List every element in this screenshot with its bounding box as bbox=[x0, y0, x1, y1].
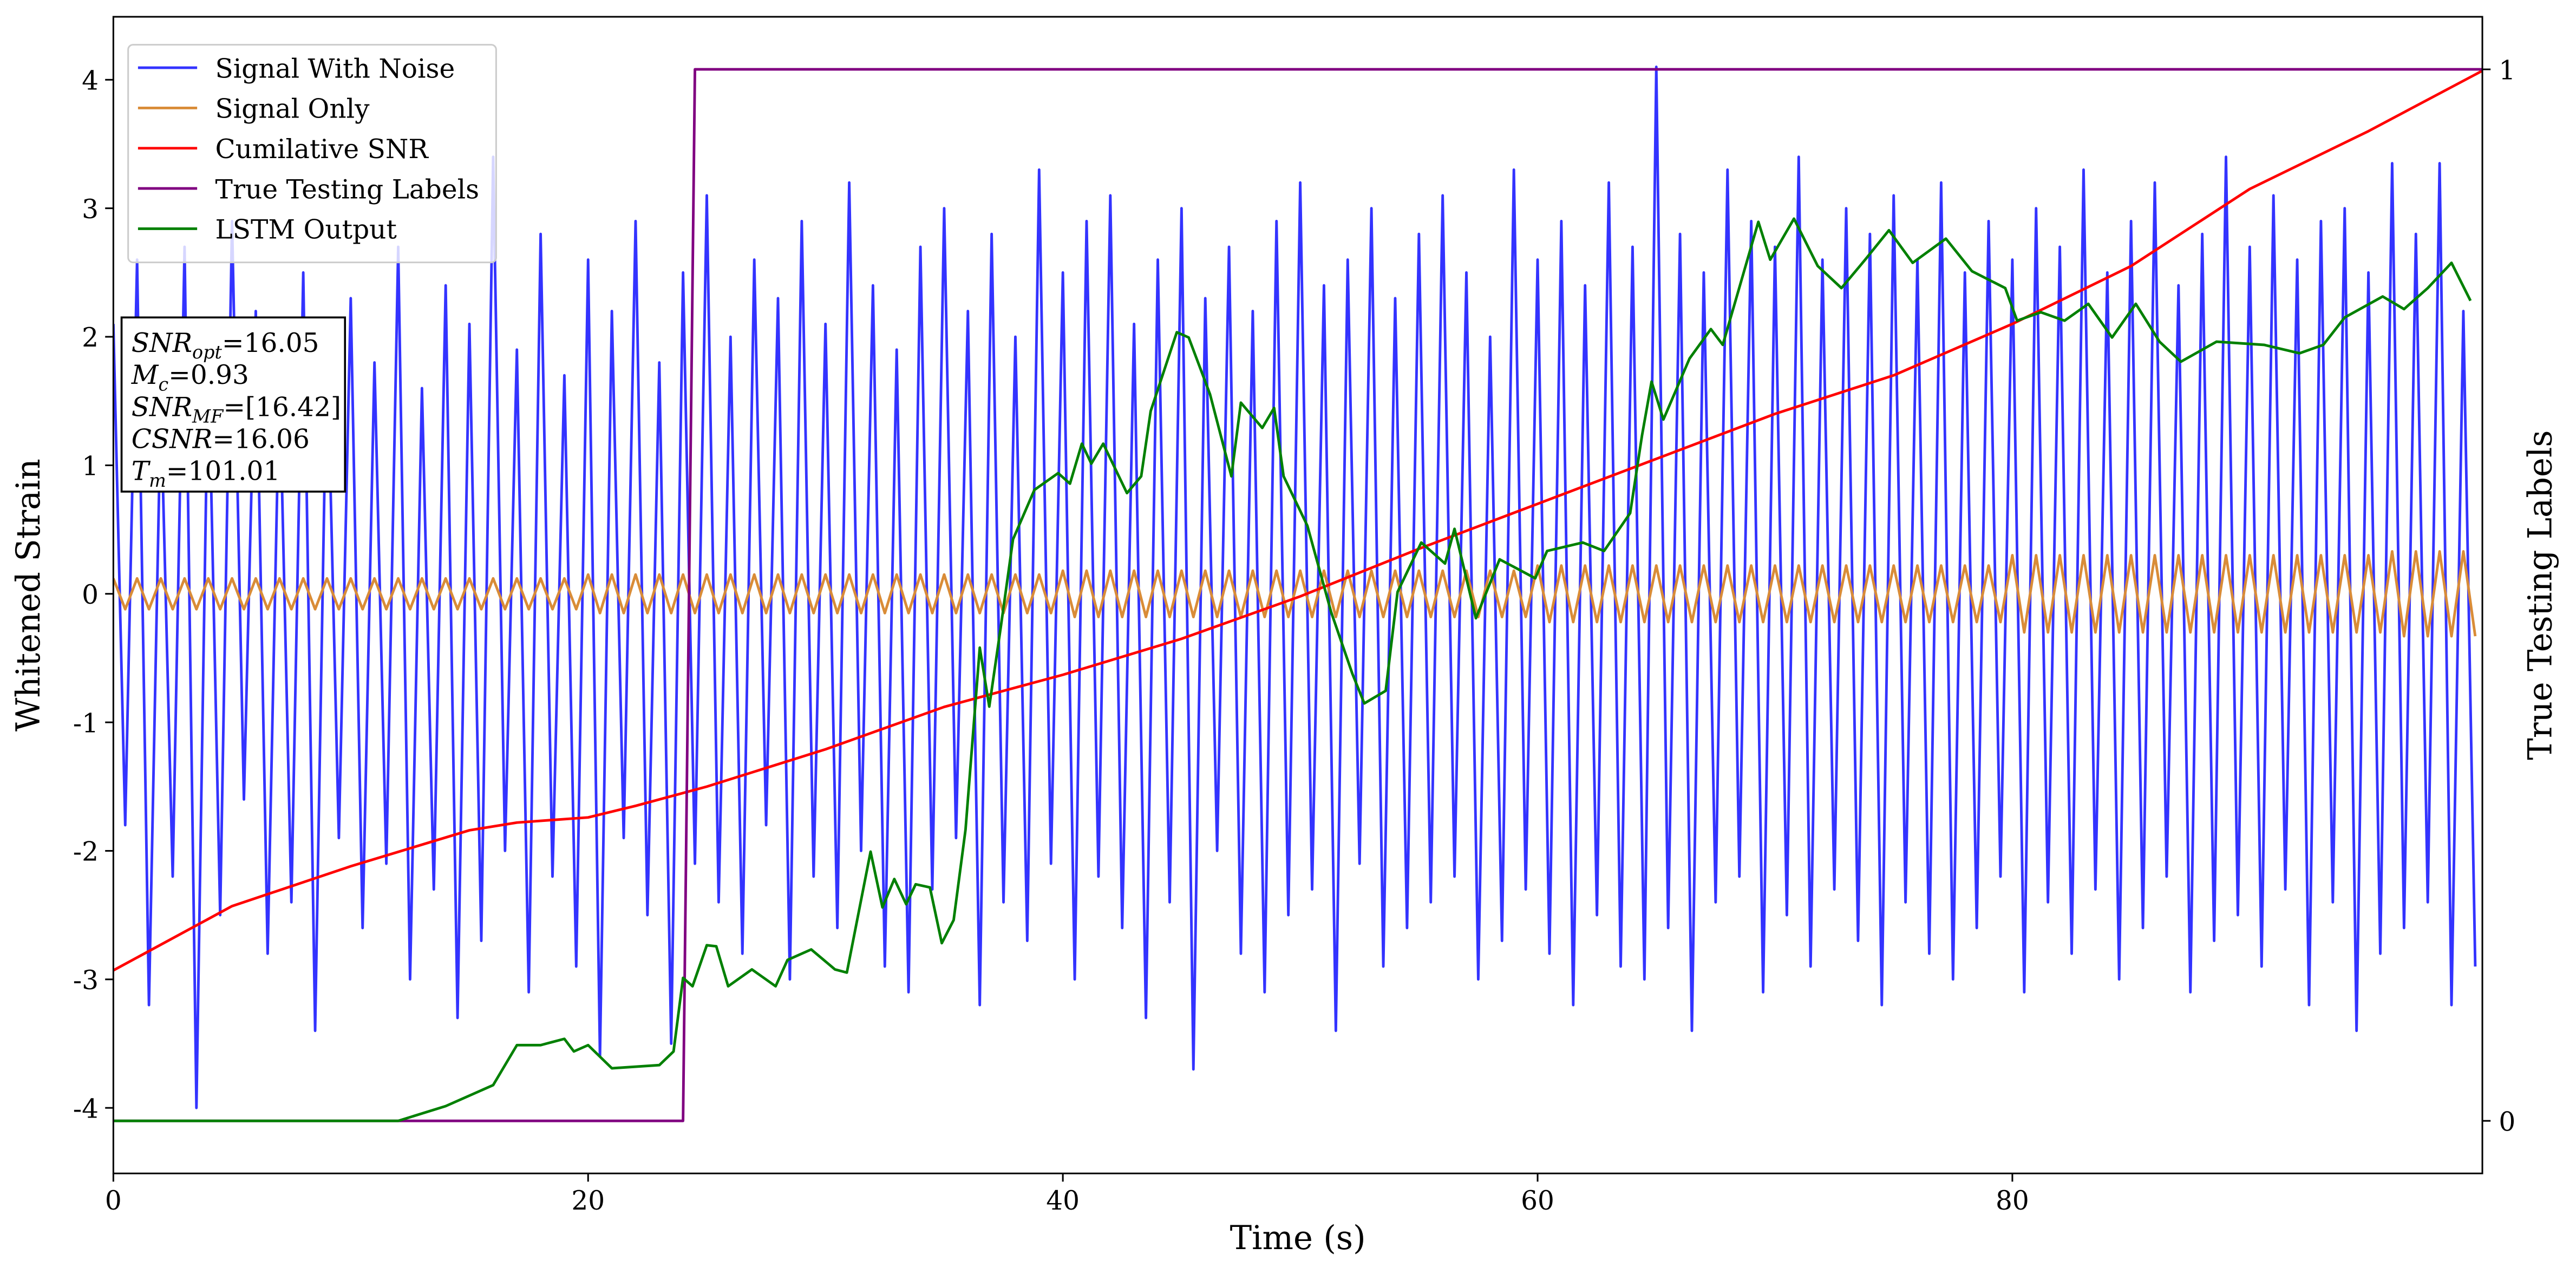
y-tick-label: 1 bbox=[82, 452, 99, 482]
plot-area bbox=[113, 66, 2483, 1122]
annotation-symbol: CSNR bbox=[132, 424, 212, 455]
series-line bbox=[113, 550, 2477, 638]
annotation-line: SNRMF=[16.42] bbox=[132, 392, 341, 427]
annotation-value: =16.05 bbox=[222, 328, 319, 358]
y-tick-label: 0 bbox=[82, 580, 99, 610]
annotation-line: Mc=0.93 bbox=[131, 360, 249, 395]
y-tick-label: -1 bbox=[73, 708, 99, 739]
y-tick-label: 3 bbox=[82, 194, 99, 225]
y-tick-label: -3 bbox=[73, 965, 99, 996]
annotation-frame bbox=[120, 316, 346, 493]
legend-label: Signal Only bbox=[215, 94, 370, 125]
x-tick-label: 20 bbox=[571, 1186, 605, 1216]
annotation-box: SNRopt=16.05Mc=0.93SNRMF=[16.42]CSNR=16.… bbox=[120, 316, 346, 493]
legend-label: Signal With Noise bbox=[215, 54, 455, 84]
legend-label: LSTM Output bbox=[215, 215, 397, 245]
annotation-value: =[16.42] bbox=[223, 392, 341, 422]
annotation-value: =0.93 bbox=[168, 360, 249, 390]
series-line bbox=[113, 217, 2472, 1122]
annotation-line: SNRopt=16.05 bbox=[132, 328, 319, 363]
y-tick-label: -4 bbox=[73, 1094, 99, 1124]
y-tick-label: 4 bbox=[82, 66, 99, 96]
annotation-symbol: M bbox=[131, 360, 159, 390]
x-axis-label: Time (s) bbox=[1230, 1219, 1366, 1257]
annotation-symbol: SNR bbox=[132, 328, 192, 358]
y2-tick-label: 1 bbox=[2499, 55, 2515, 86]
legend-label: Cumilative SNR bbox=[215, 134, 429, 165]
x-tick-label: 60 bbox=[1521, 1186, 1554, 1216]
annotation-subscript: MF bbox=[192, 406, 224, 427]
y-tick-label: -2 bbox=[73, 837, 99, 867]
annotation-value: =101.01 bbox=[166, 456, 280, 487]
x-tick-label: 0 bbox=[105, 1186, 122, 1216]
annotation-subscript: m bbox=[149, 470, 166, 491]
plot-frame bbox=[112, 16, 2483, 1174]
annotation-line: CSNR=16.06 bbox=[132, 424, 310, 455]
series-line bbox=[113, 69, 2483, 972]
legend-label: True Testing Labels bbox=[215, 174, 480, 205]
legend: Signal With Noise Signal Only Cumilative S… bbox=[127, 44, 497, 264]
y-tick-label: 2 bbox=[82, 323, 99, 353]
legend-frame bbox=[127, 44, 497, 264]
annotation-symbol: T bbox=[132, 456, 151, 487]
annotation-subscript: opt bbox=[192, 342, 222, 363]
annotation-symbol: SNR bbox=[132, 392, 192, 422]
y-axis-label: Whitened Strain bbox=[10, 459, 48, 731]
series-line bbox=[113, 66, 2477, 1109]
x-tick-label: 80 bbox=[1996, 1186, 2029, 1216]
annotation-subscript: c bbox=[158, 374, 168, 395]
y2-axis-label: True Testing Labels bbox=[2521, 430, 2559, 760]
annotation-value: =16.06 bbox=[212, 424, 310, 455]
y2-tick-label: 0 bbox=[2499, 1107, 2515, 1137]
annotation-line: Tm=101.01 bbox=[132, 456, 280, 491]
x-tick-label: 40 bbox=[1046, 1186, 1080, 1216]
